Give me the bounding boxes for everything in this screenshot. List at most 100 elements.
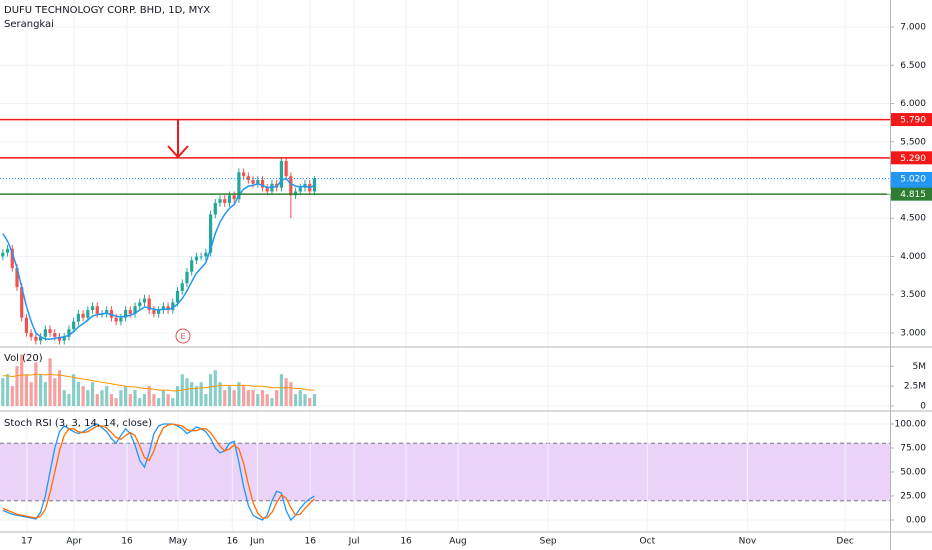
- candle-body: [1, 252, 5, 257]
- candle-body: [142, 298, 147, 303]
- volume-bar: [293, 394, 298, 407]
- volume-bar: [1, 378, 5, 407]
- volume-bar: [128, 394, 132, 407]
- candle-body: [57, 336, 62, 341]
- volume-bar: [284, 378, 288, 407]
- candle-body: [185, 271, 189, 284]
- volume-bar: [10, 386, 14, 407]
- x-tick-label: May: [169, 537, 188, 547]
- candle-body: [242, 172, 246, 177]
- x-tick-label: Nov: [739, 537, 757, 547]
- x-tick-label: Oct: [640, 537, 656, 547]
- candle-body: [62, 336, 66, 341]
- candle-body: [208, 214, 213, 253]
- candle-body: [128, 310, 132, 314]
- volume-bar: [81, 386, 85, 407]
- volume-bar: [218, 382, 222, 407]
- candle-body: [190, 260, 194, 272]
- volume-bar: [303, 394, 307, 407]
- volume-bar: [39, 374, 43, 407]
- volume-bar: [100, 390, 104, 407]
- candle-body: [76, 313, 80, 322]
- candle-body: [43, 329, 47, 337]
- y-tick-label: 4.500: [900, 214, 926, 224]
- candle-body: [298, 187, 302, 192]
- candle-body: [138, 302, 142, 307]
- candle-body: [20, 287, 24, 318]
- y-tick-label: 0.00: [906, 515, 926, 525]
- volume-bar: [251, 390, 255, 407]
- chart-subtitle: Serangkai: [4, 19, 54, 30]
- volume-bar: [67, 394, 71, 407]
- volume-bar: [227, 386, 232, 407]
- candle-body: [123, 310, 128, 318]
- candle-body: [81, 313, 85, 318]
- line-series: [2, 177, 315, 340]
- volume-bar: [24, 374, 29, 407]
- candle-body: [147, 298, 151, 311]
- candle-body: [114, 317, 118, 322]
- volume-bar: [138, 398, 142, 407]
- volume-bar: [298, 390, 302, 407]
- candle-body: [180, 283, 184, 291]
- candle-body: [95, 306, 99, 314]
- x-tick-label: Aug: [449, 537, 467, 547]
- y-tick-label: 6.000: [900, 99, 926, 109]
- volume-bar: [308, 398, 312, 407]
- candle-body: [105, 310, 109, 314]
- volume-bar: [152, 394, 156, 407]
- x-tick-label: Sep: [540, 537, 557, 547]
- volume-bar: [142, 394, 147, 407]
- arrow-annotation: [167, 120, 189, 159]
- overlay: 3.0003.5004.0004.5005.0005.5006.0006.500…: [21, 23, 932, 547]
- volume-bar: [53, 378, 57, 407]
- volume-bar: [208, 374, 213, 407]
- volume-bar: [48, 358, 52, 407]
- volume-bar: [199, 382, 203, 407]
- price-label-bg: [891, 171, 932, 185]
- volume-bar: [86, 390, 90, 407]
- candle-body: [218, 199, 222, 203]
- volume-bar: [5, 374, 10, 407]
- volume-bar: [105, 386, 109, 407]
- candle-body: [86, 310, 90, 318]
- candle-body: [204, 252, 208, 257]
- candle-body: [161, 306, 165, 311]
- price-label: 5.020: [900, 174, 926, 184]
- x-tick-label: Jun: [249, 537, 264, 547]
- candle-body: [289, 176, 293, 196]
- candle-body: [213, 202, 217, 215]
- candle-body: [152, 310, 156, 314]
- volume-bar: [223, 390, 227, 407]
- volume-bar: [123, 386, 128, 407]
- volume-bar: [194, 386, 199, 407]
- candle-body: [194, 256, 199, 261]
- line-series: [2, 423, 315, 522]
- volume-bar: [43, 382, 47, 407]
- event-marker[interactable]: [175, 328, 191, 344]
- volume-bar: [246, 390, 250, 407]
- price-label-bg: [891, 113, 932, 127]
- candle-body: [246, 176, 250, 180]
- price-label: 5.790: [900, 116, 926, 126]
- volume-bar: [275, 390, 279, 407]
- x-tick-label: Jul: [348, 537, 360, 547]
- x-tick-label: 16: [121, 537, 133, 547]
- candle-body: [157, 310, 161, 314]
- y-tick-label: 50.00: [900, 467, 926, 477]
- candle-body: [53, 332, 57, 337]
- volume-bar: [90, 382, 95, 407]
- volume-bar: [265, 394, 269, 407]
- y-tick-label: 6.500: [900, 61, 926, 71]
- chart-title: DUFU TECHNOLOGY CORP. BHD, 1D, MYX: [4, 5, 210, 16]
- event-marker-label[interactable]: E: [180, 332, 185, 341]
- candle-body: [237, 172, 241, 200]
- candle-body: [34, 336, 38, 341]
- price-label: 5.290: [900, 154, 926, 164]
- price-label-bg: [891, 187, 932, 201]
- y-tick-label: 5M: [913, 362, 927, 372]
- y-tick-label: 2.5M: [904, 382, 926, 392]
- y-tick-label: 75.00: [900, 443, 926, 453]
- candle-body: [39, 336, 43, 341]
